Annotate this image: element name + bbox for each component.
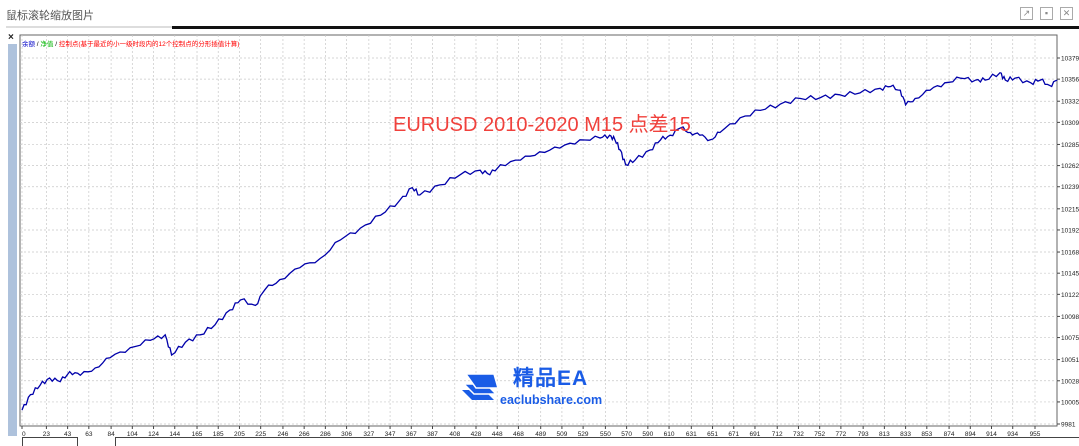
x-tick-label: 408 [449, 431, 460, 438]
chart-legend: 余额 / 净值 / 控制点(基于最近的小一级时段内的12个控制点的分形插值计算) [22, 38, 239, 48]
y-tick-label: 10168 [1061, 250, 1079, 257]
legend-control: 控制点(基于最近的小一级时段内的12个控制点的分形插值计算) [58, 41, 240, 48]
x-tick-label: 63 [85, 431, 93, 438]
x-tick-label: 185 [213, 431, 224, 438]
x-tick-label: 631 [686, 431, 697, 438]
x-tick-label: 205 [234, 431, 245, 438]
y-tick-label: 10285 [1061, 142, 1079, 149]
y-tick-label: 10145 [1061, 271, 1079, 278]
scrollbar[interactable] [8, 44, 17, 436]
x-tick-label: 833 [900, 431, 911, 438]
x-tick-label: 246 [278, 431, 289, 438]
window-controls: ↗ ▪ ✕ [1020, 7, 1073, 20]
y-tick-label: 10356 [1061, 77, 1079, 84]
y-tick-label: 10215 [1061, 206, 1079, 213]
chart-headline: EURUSD 2010-2020 M15 点差15 [393, 114, 691, 136]
watermark-name: 精品EA [513, 367, 589, 390]
x-tick-label: 610 [664, 431, 675, 438]
x-tick-label: 165 [192, 431, 203, 438]
bottom-panel [22, 437, 78, 446]
x-tick-label: 347 [385, 431, 396, 438]
y-tick-label: 10122 [1061, 292, 1079, 299]
x-tick-label: 428 [471, 431, 482, 438]
x-tick-label: 23 [43, 431, 51, 438]
y-tick-label: 10005 [1061, 399, 1079, 406]
books-icon [462, 373, 499, 400]
x-tick-label: 225 [255, 431, 266, 438]
divider-dark [172, 26, 1079, 29]
x-tick-label: 509 [556, 431, 567, 438]
window-title: 鼠标滚轮缩放图片 [6, 10, 94, 22]
balance-line [21, 71, 1058, 411]
bottom-panel [115, 437, 1079, 446]
y-tick-label: 10192 [1061, 227, 1079, 234]
x-tick-label: 732 [793, 431, 804, 438]
x-tick-label: 570 [621, 431, 632, 438]
x-tick-label: 874 [944, 431, 955, 438]
x-tick-label: 306 [341, 431, 352, 438]
x-tick-label: 914 [986, 431, 997, 438]
panel-close-button[interactable]: × [8, 32, 14, 43]
y-tick-label: 10075 [1061, 335, 1079, 342]
x-tick-label: 489 [535, 431, 546, 438]
legend-separator: / [35, 41, 41, 48]
x-tick-label: 124 [148, 431, 159, 438]
x-tick-label: 367 [406, 431, 417, 438]
popout-icon[interactable]: ↗ [1020, 7, 1033, 20]
close-icon[interactable]: ✕ [1060, 7, 1073, 20]
x-tick-label: 691 [750, 431, 761, 438]
x-tick-label: 772 [835, 431, 846, 438]
y-tick-label: 9981 [1061, 422, 1076, 429]
x-tick-label: 327 [363, 431, 374, 438]
watermark-logo: 精品EA eaclubshare.com [458, 368, 602, 407]
y-tick-label: 10332 [1061, 99, 1079, 106]
legend-separator: / [53, 41, 59, 48]
x-tick-label: 590 [642, 431, 653, 438]
legend-balance: 余额 [22, 41, 35, 48]
x-tick-label: 43 [64, 431, 72, 438]
x-tick-label: 468 [513, 431, 524, 438]
x-tick-label: 894 [965, 431, 976, 438]
divider [6, 26, 172, 28]
y-tick-label: 10262 [1061, 163, 1079, 170]
x-tick-label: 144 [169, 431, 180, 438]
y-tick-label: 10379 [1061, 56, 1079, 63]
x-tick-label: 712 [772, 431, 783, 438]
y-tick-label: 10309 [1061, 120, 1079, 127]
x-tick-label: 550 [600, 431, 611, 438]
x-tick-label: 752 [814, 431, 825, 438]
x-tick-label: 448 [492, 431, 503, 438]
x-tick-label: 651 [707, 431, 718, 438]
x-tick-label: 104 [127, 431, 138, 438]
x-tick-label: 793 [858, 431, 869, 438]
x-tick-label: 813 [879, 431, 890, 438]
y-tick-label: 10051 [1061, 357, 1079, 364]
legend-equity: 净值 [40, 41, 54, 48]
x-tick-label: 266 [299, 431, 310, 438]
x-tick-label: 84 [107, 431, 115, 438]
x-tick-label: 529 [578, 431, 589, 438]
x-tick-label: 286 [320, 431, 331, 438]
x-tick-label: 955 [1030, 431, 1041, 438]
x-tick-label: 387 [427, 431, 438, 438]
x-tick-label: 0 [22, 431, 26, 438]
y-tick-label: 10239 [1061, 184, 1079, 191]
x-tick-label: 853 [921, 431, 932, 438]
x-tick-label: 934 [1007, 431, 1018, 438]
y-tick-label: 10028 [1061, 378, 1079, 385]
y-tick-label: 10098 [1061, 314, 1079, 321]
watermark-url: eaclubshare.com [500, 393, 603, 407]
minimize-icon[interactable]: ▪ [1040, 7, 1053, 20]
x-tick-label: 671 [728, 431, 739, 438]
